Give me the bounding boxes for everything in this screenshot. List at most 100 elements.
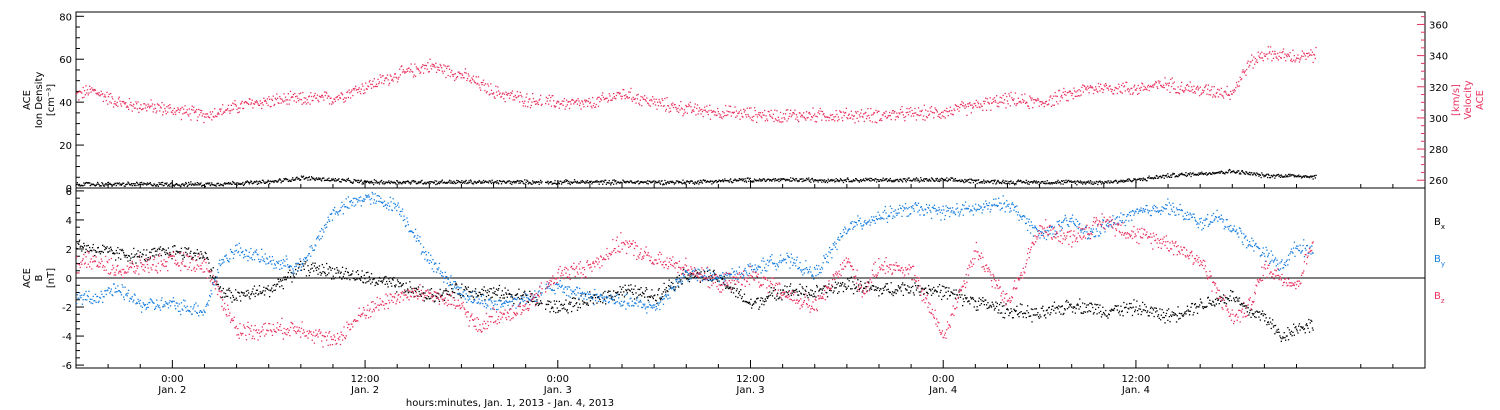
data-point — [978, 181, 980, 184]
data-point — [540, 302, 542, 304]
data-point — [712, 270, 714, 273]
data-point — [1124, 306, 1126, 309]
data-point — [324, 272, 326, 275]
data-point — [391, 78, 394, 80]
data-point — [743, 111, 746, 113]
data-point — [532, 97, 534, 100]
data-point — [933, 180, 935, 182]
data-point — [438, 293, 440, 295]
data-point — [426, 298, 428, 300]
data-point — [1114, 305, 1116, 307]
data-point — [1261, 172, 1263, 174]
data-point — [473, 80, 475, 82]
data-point — [698, 183, 700, 185]
data-point — [691, 277, 693, 279]
data-point — [919, 180, 921, 182]
data-point — [524, 100, 526, 102]
data-point — [988, 306, 990, 308]
data-point — [1043, 315, 1045, 317]
data-point — [691, 110, 693, 112]
data-point — [315, 269, 318, 271]
data-point — [1112, 182, 1114, 184]
data-point — [606, 97, 608, 99]
data-point — [1061, 94, 1063, 97]
data-point — [1086, 304, 1088, 306]
data-point — [980, 181, 983, 183]
data-point — [594, 294, 596, 296]
data-point — [282, 180, 284, 182]
data-point — [863, 120, 865, 123]
data-point — [878, 180, 880, 182]
data-point — [115, 249, 117, 252]
data-point — [1029, 95, 1031, 97]
data-point — [510, 296, 512, 298]
data-point — [390, 180, 392, 183]
data-point — [740, 178, 742, 180]
data-point — [316, 266, 318, 268]
data-point — [770, 287, 772, 289]
data-point — [889, 177, 891, 180]
data-point — [794, 180, 796, 182]
data-point — [1136, 178, 1139, 181]
data-point — [734, 106, 736, 108]
data-point — [566, 310, 568, 312]
data-point — [1131, 93, 1134, 95]
data-point — [1008, 181, 1010, 183]
data-point — [91, 250, 93, 252]
data-point — [823, 285, 825, 287]
data-point — [128, 182, 130, 184]
data-point — [94, 250, 97, 252]
data-point — [864, 282, 866, 284]
data-point — [638, 183, 640, 185]
data-point — [237, 112, 239, 114]
data-point — [595, 103, 597, 106]
data-point — [1202, 173, 1204, 176]
data-point — [1243, 71, 1245, 73]
data-point — [672, 106, 675, 109]
data-point — [928, 114, 930, 116]
data-point — [119, 248, 121, 251]
data-point — [791, 114, 793, 116]
data-point — [86, 182, 88, 184]
data-point — [149, 257, 151, 259]
data-point — [1003, 317, 1006, 319]
data-point — [1142, 83, 1144, 85]
data-point — [962, 180, 964, 182]
data-point — [226, 183, 228, 185]
data-point — [348, 89, 350, 91]
data-point — [384, 182, 386, 184]
data-point — [81, 92, 83, 94]
data-point — [1238, 173, 1241, 175]
data-point — [1187, 89, 1189, 91]
data-point — [1128, 179, 1131, 181]
data-point — [815, 180, 817, 182]
data-point — [1135, 89, 1137, 91]
data-point — [90, 249, 92, 251]
data-point — [245, 101, 247, 103]
data-point — [1076, 180, 1079, 182]
data-point — [735, 116, 737, 118]
data-point — [780, 292, 782, 294]
data-point — [1116, 182, 1118, 184]
data-point — [563, 100, 565, 102]
data-point — [415, 182, 417, 185]
data-point — [224, 296, 226, 298]
data-point — [513, 99, 516, 101]
data-point — [521, 294, 524, 297]
data-point — [1109, 182, 1111, 184]
data-point — [1251, 174, 1254, 176]
data-point — [626, 180, 628, 182]
data-point — [917, 285, 920, 287]
data-point — [441, 70, 443, 72]
data-point — [962, 305, 964, 307]
data-point — [97, 92, 99, 94]
data-point — [310, 176, 313, 178]
data-point — [1199, 173, 1201, 175]
data-point — [1139, 308, 1142, 310]
data-point — [704, 106, 706, 108]
data-point — [894, 291, 896, 293]
data-point — [549, 181, 551, 184]
data-point — [1045, 309, 1048, 312]
data-point — [152, 248, 154, 250]
data-point — [959, 180, 962, 183]
